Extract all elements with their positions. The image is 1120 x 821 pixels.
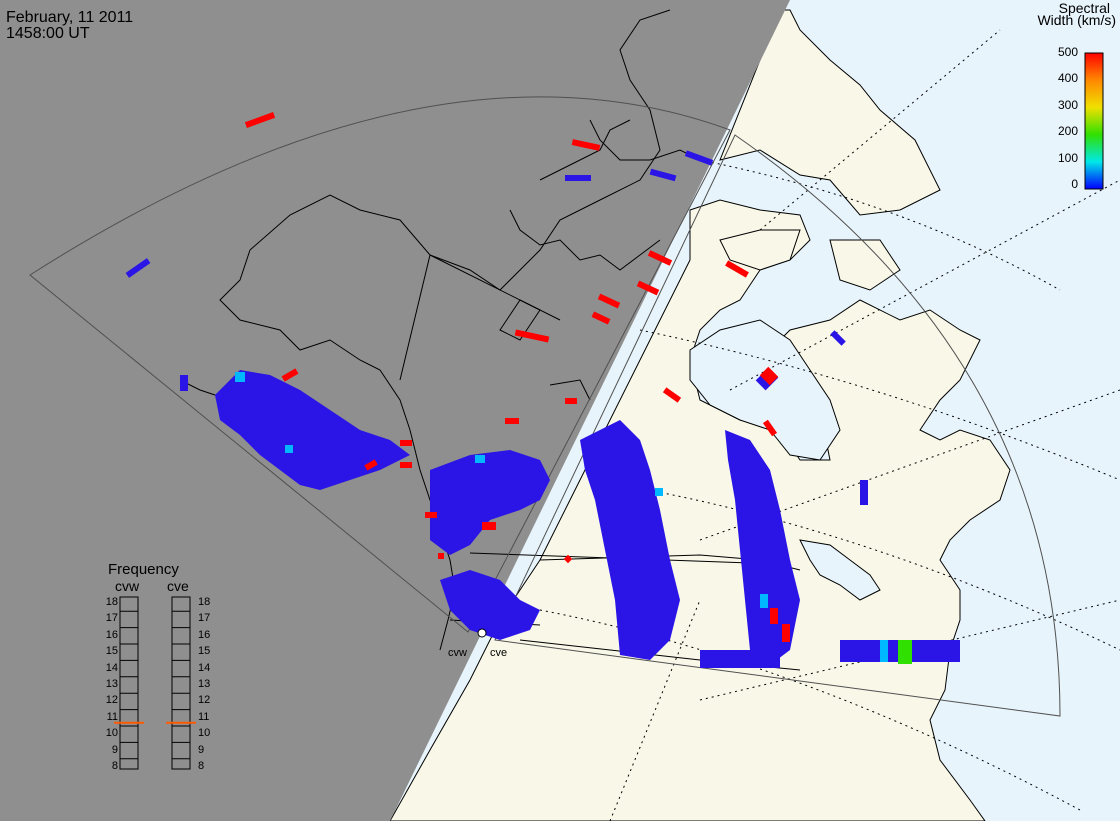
daylit-land <box>389 9 1011 821</box>
station-label-cve: cve <box>490 647 508 659</box>
time-label: 1458:00 UT <box>6 25 90 42</box>
frequency-column-label-cve: cve <box>167 578 189 594</box>
frequency-tick-label: 17 <box>105 612 118 625</box>
frequency-tick-label: 14 <box>105 661 118 674</box>
radar-station-marker <box>477 628 487 638</box>
colorbar-gradient <box>1084 52 1104 190</box>
frequency-panel-boxes <box>119 596 191 770</box>
radar-echoes <box>125 150 960 668</box>
canada-us-day <box>389 199 1011 821</box>
frequency-tick-label: 15 <box>105 645 118 658</box>
colorbar-tick-label: 300 <box>1057 97 1078 112</box>
frequency-tick-label: 18 <box>105 596 118 608</box>
echo-west-blue <box>215 370 410 490</box>
great-lakes <box>799 539 881 601</box>
frequency-tick-label: 16 <box>198 628 211 641</box>
echo-east-band <box>725 430 800 665</box>
frequency-panel-title: Frequency <box>108 561 179 578</box>
colorbar-tick-label: 400 <box>1057 71 1078 86</box>
colorbar-title-line2: Width (km/s) <box>1037 12 1116 28</box>
hudson-bay <box>689 319 841 461</box>
frequency-tick-label: 10 <box>198 727 211 740</box>
frequency-tick-label: 14 <box>198 661 211 674</box>
frequency-tick-label: 8 <box>111 760 118 772</box>
colorbar-tick-label: 500 <box>1057 45 1078 59</box>
frequency-tick-label: 11 <box>106 710 118 723</box>
frequency-tick-label: 8 <box>198 760 205 772</box>
frequency-tick-label: 16 <box>105 628 118 641</box>
frequency-tick-label: 11 <box>198 710 210 723</box>
station-label-cvw: cvw <box>448 647 467 659</box>
frequency-tick-label: 9 <box>111 743 118 756</box>
frequency-tick-label: 9 <box>198 743 205 756</box>
echo-near-radar <box>440 570 540 640</box>
frequency-tick-label: 12 <box>198 694 211 707</box>
colorbar-tick-label: 200 <box>1057 124 1078 139</box>
colorbar-tick-label: 0 <box>1071 177 1078 191</box>
frequency-tick-label: 10 <box>105 727 118 740</box>
echo-west-blue-2 <box>430 450 550 555</box>
high-width-echoes <box>244 112 790 642</box>
frequency-tick-label: 13 <box>105 678 118 690</box>
frequency-tick-label: 18 <box>198 596 211 608</box>
frequency-tick-label: 15 <box>198 645 211 658</box>
echo-central-band <box>580 420 680 660</box>
date-label: February, 11 2011 <box>6 9 134 26</box>
frequency-tick-label: 13 <box>198 678 211 690</box>
radar-field-of-view <box>29 96 1061 717</box>
frequency-column-label-cvw: cvw <box>115 578 140 594</box>
island-b <box>829 239 901 291</box>
colorbar-tick-label: 100 <box>1057 150 1078 165</box>
night-region <box>0 0 790 821</box>
frequency-tick-label: 12 <box>105 694 118 707</box>
north-america-day <box>719 9 941 216</box>
frequency-tick-label: 17 <box>198 612 211 625</box>
colorbar-title-line1: Spectral <box>1058 0 1110 16</box>
